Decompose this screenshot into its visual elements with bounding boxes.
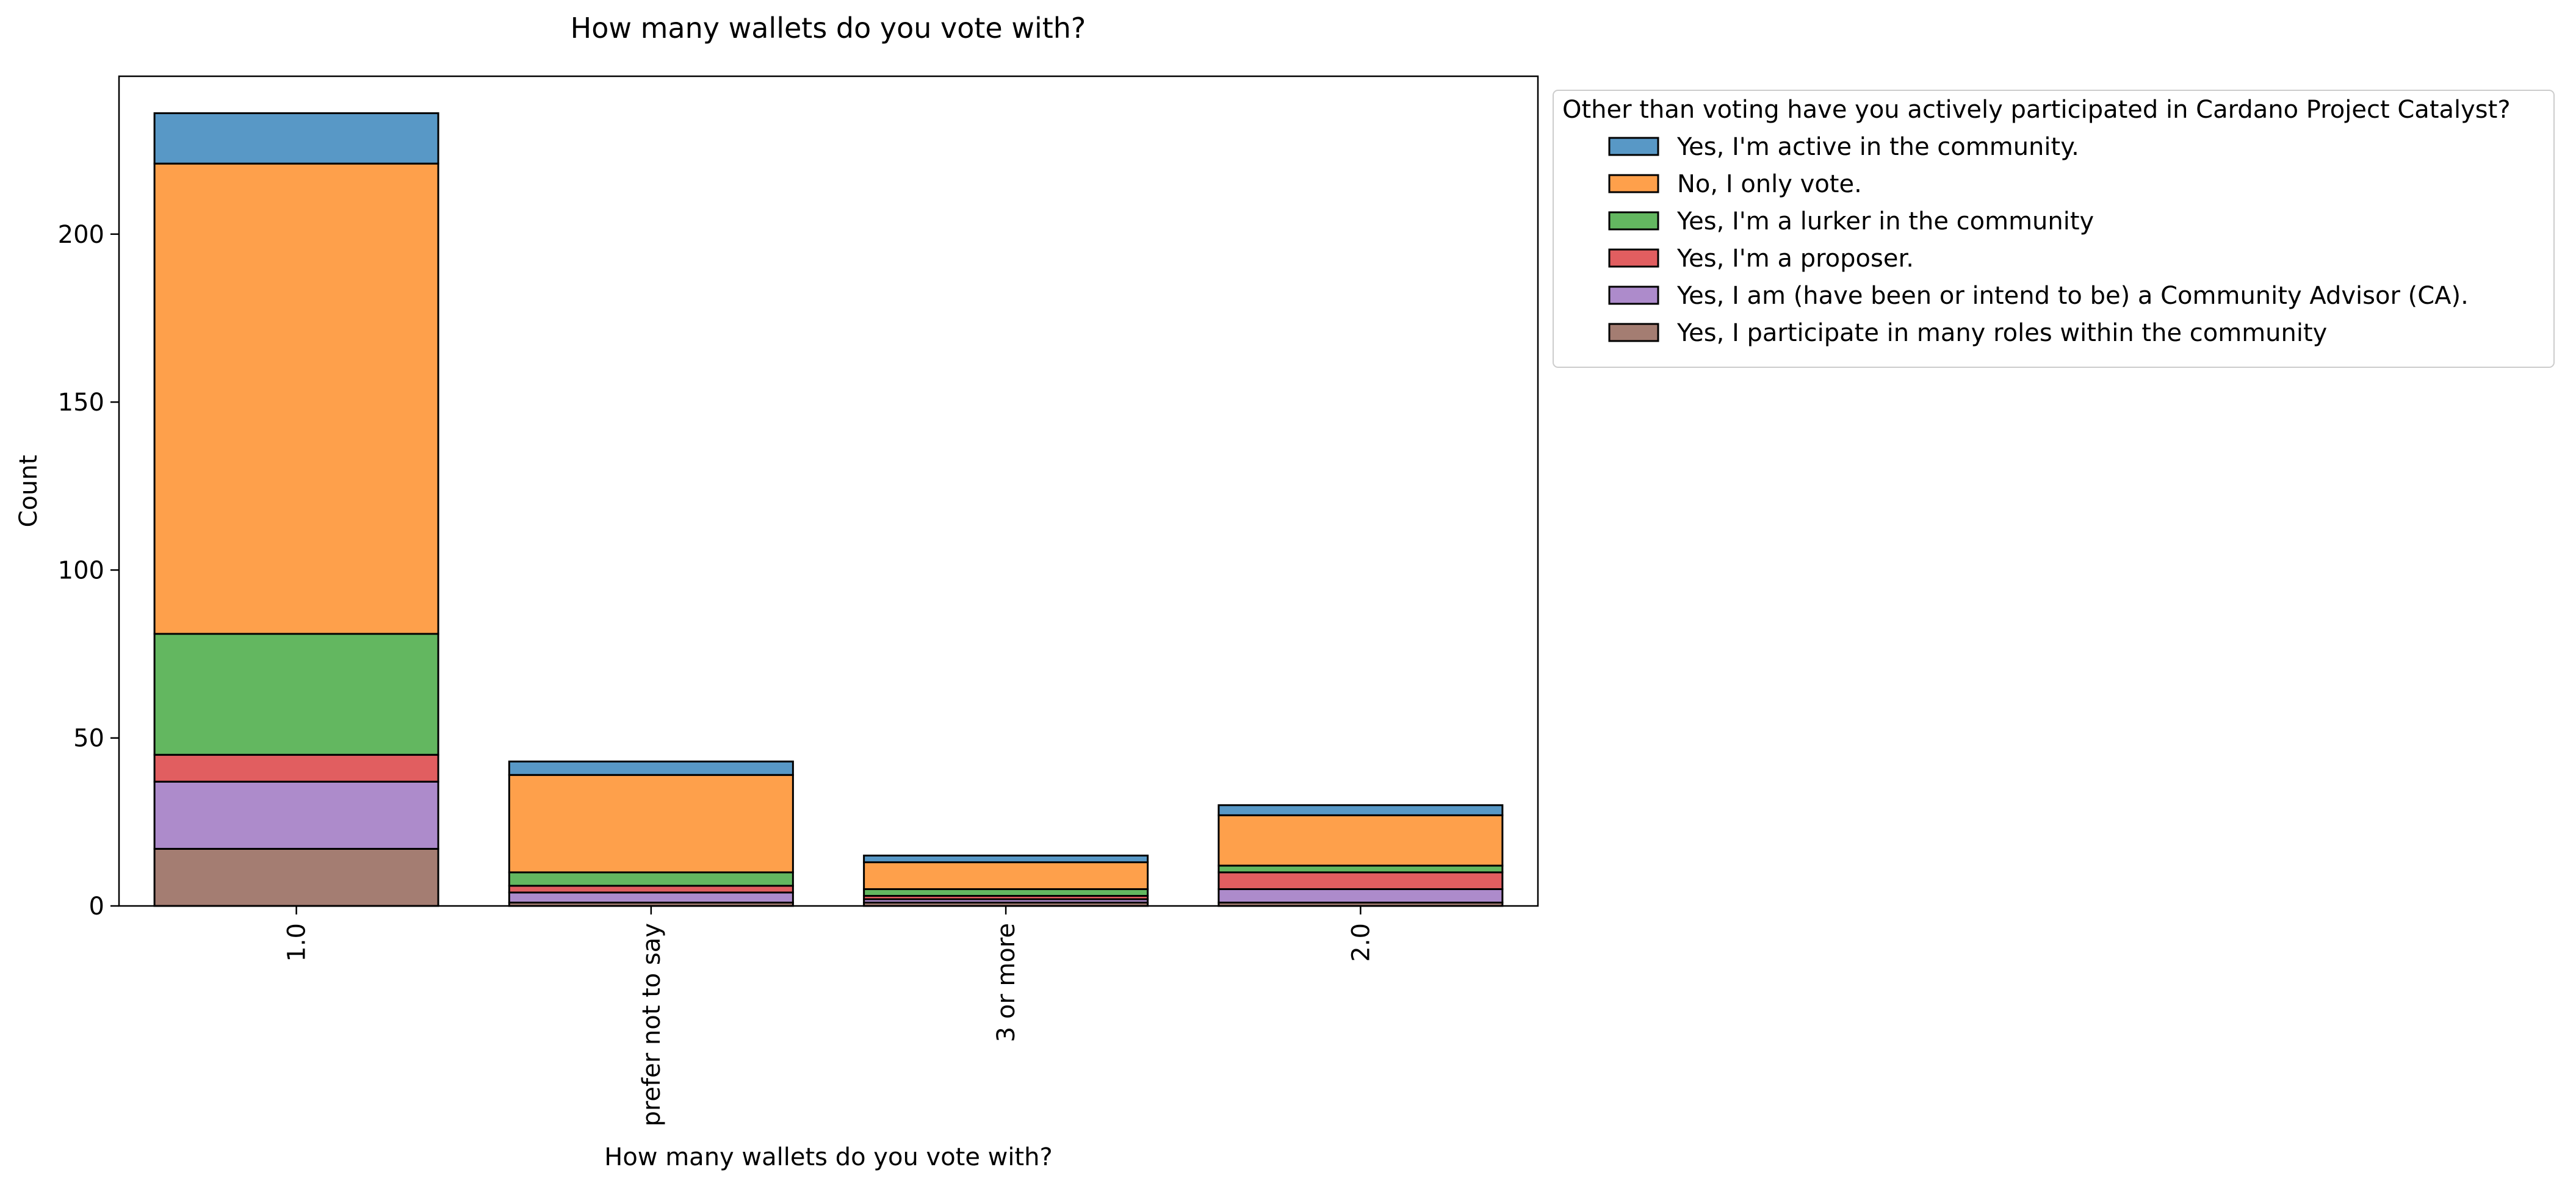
bar-segment — [863, 888, 1149, 897]
bar-segment — [1218, 804, 1504, 816]
x-axis: 1.0 prefer not to say 3 or more 2.0 — [283, 906, 1375, 1127]
legend-label: Yes, I'm a lurker in the community — [1676, 207, 2094, 235]
legend-label: Yes, I participate in many roles within … — [1676, 319, 2327, 347]
legend-swatch — [1608, 248, 1659, 268]
x-tick-label: prefer not to say — [638, 923, 666, 1127]
legend-swatch — [1608, 323, 1659, 342]
bar-segment — [153, 780, 439, 850]
bar-segment — [153, 753, 439, 783]
y-axis-label: Count — [15, 455, 43, 528]
legend-swatch — [1608, 174, 1659, 193]
bar-segment — [508, 891, 794, 903]
x-tick-label: 2.0 — [1347, 923, 1375, 962]
bar-segment — [508, 774, 794, 874]
bar-segment — [1218, 871, 1504, 890]
y-tick-label: 100 — [58, 556, 104, 584]
x-tick-label: 1.0 — [283, 923, 311, 962]
legend-label: No, I only vote. — [1677, 170, 1862, 198]
legend-label: Yes, I'm a proposer. — [1676, 245, 1914, 273]
y-tick-label: 150 — [58, 389, 104, 417]
chart-title: How many wallets do you vote with? — [571, 12, 1086, 45]
bar-segment — [153, 112, 439, 165]
legend-title: Other than voting have you actively part… — [1562, 96, 2511, 124]
legend-items: Yes, I'm active in the community. No, I o… — [1608, 133, 2469, 347]
bars — [153, 112, 1504, 907]
legend-swatch — [1608, 137, 1659, 156]
bar-segment — [1218, 888, 1504, 903]
x-axis-label: How many wallets do you vote with? — [604, 1143, 1053, 1171]
bar-segment — [153, 633, 439, 756]
legend-swatch — [1608, 211, 1659, 231]
legend-frame — [1553, 90, 2555, 368]
legend-label: Yes, I am (have been or intend to be) a … — [1676, 282, 2469, 310]
bar-segment — [153, 847, 439, 907]
bar-segment — [863, 854, 1149, 863]
legend-swatch — [1608, 286, 1659, 305]
y-tick-label: 0 — [89, 893, 104, 921]
bar-segment — [508, 871, 794, 887]
bar-segment — [508, 760, 794, 776]
bar-segment — [1218, 814, 1504, 867]
x-tick-label: 3 or more — [992, 923, 1020, 1042]
legend: Other than voting have you actively part… — [1553, 90, 2555, 368]
y-tick-label: 200 — [58, 221, 104, 249]
bar-segment — [153, 162, 439, 635]
y-tick-label: 50 — [73, 725, 104, 753]
y-axis: 0 50 100 150 200 — [58, 221, 119, 921]
bar-segment — [1218, 864, 1504, 874]
legend-label: Yes, I'm active in the community. — [1676, 133, 2079, 161]
bar-segment — [863, 861, 1149, 890]
bar-segment — [508, 885, 794, 894]
plot-frame — [118, 75, 1539, 907]
